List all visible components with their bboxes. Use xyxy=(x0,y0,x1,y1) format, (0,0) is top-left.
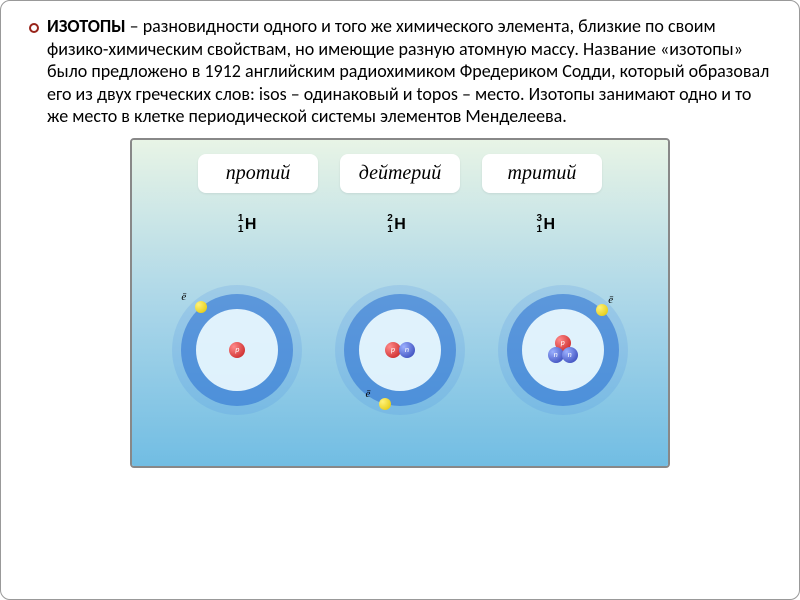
atom-2: pnnē xyxy=(488,250,638,450)
definition-block: ИЗОТОПЫ – разновидности одного и того же… xyxy=(29,15,771,128)
element-0: H xyxy=(245,216,257,233)
term: ИЗОТОПЫ xyxy=(47,15,126,37)
isotope-name-1: дейтерий xyxy=(340,154,460,193)
atom-0: pē xyxy=(162,250,312,450)
atom-row: pē pnē pnnē xyxy=(132,250,668,450)
electron-label: ē xyxy=(365,388,370,400)
isotope-symbol-0: 1 1 H xyxy=(245,216,257,234)
z-2: 1 xyxy=(537,224,543,235)
bullet-icon xyxy=(29,23,39,33)
mass-2: 3 xyxy=(537,213,543,224)
definition-body: – разновидности одного и того же химичес… xyxy=(47,15,769,127)
isotope-symbol-1: 2 1 H xyxy=(394,216,406,234)
definition-text: ИЗОТОПЫ – разновидности одного и того же… xyxy=(47,15,771,128)
isotope-name-row: протий дейтерий тритий xyxy=(132,154,668,193)
isotope-name-0: протий xyxy=(198,154,318,193)
isotope-name-2: тритий xyxy=(482,154,602,193)
isotope-diagram: протий дейтерий тритий 1 1 H 2 1 H 3 1 H… xyxy=(130,138,670,468)
electron-label: ē xyxy=(608,294,613,306)
isotope-symbol-row: 1 1 H 2 1 H 3 1 H xyxy=(132,216,668,234)
element-1: H xyxy=(394,216,406,233)
neutron-icon: n xyxy=(399,342,415,358)
z-0: 1 xyxy=(238,224,244,235)
mass-1: 2 xyxy=(387,213,393,224)
isotope-symbol-2: 3 1 H xyxy=(544,216,556,234)
element-2: H xyxy=(544,216,556,233)
atom-1: pnē xyxy=(325,250,475,450)
mass-0: 1 xyxy=(238,213,244,224)
electron-icon xyxy=(195,301,207,313)
electron-label: ē xyxy=(181,291,186,303)
z-1: 1 xyxy=(387,224,393,235)
neutron-icon: n xyxy=(562,347,578,363)
slide: ИЗОТОПЫ – разновидности одного и того же… xyxy=(0,0,800,600)
proton-icon: p xyxy=(229,342,245,358)
